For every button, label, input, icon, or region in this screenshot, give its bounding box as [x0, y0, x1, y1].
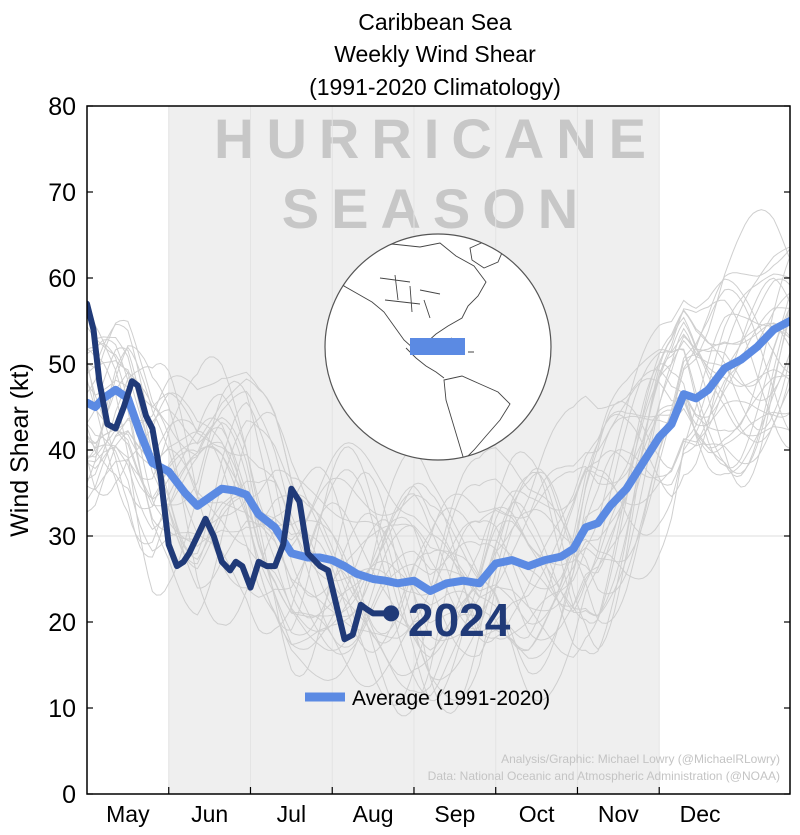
series-layer [87, 300, 790, 643]
historical-year-line [87, 313, 790, 701]
y-tick-label: 20 [48, 609, 76, 637]
hurricane-season-label-line-2: SEASON [282, 177, 591, 240]
x-tick-label: Nov [598, 801, 639, 827]
x-tick-label: May [106, 801, 150, 827]
historical-year-line [87, 293, 790, 630]
historical-year-line [87, 310, 790, 715]
y-tick-label: 10 [48, 695, 76, 723]
historical-year-line [87, 316, 790, 681]
x-tick-label: Jun [191, 801, 228, 827]
historical-year-line [87, 319, 790, 688]
hurricane-season-label-line-1: HURRICANE [214, 107, 658, 170]
credit-data-source: Data: National Oceanic and Atmospheric A… [428, 769, 780, 783]
y-tick-label: 80 [48, 93, 76, 121]
historical-year-line [87, 335, 790, 655]
x-tick-label: Oct [519, 801, 555, 827]
credit-analysis: Analysis/Graphic: Michael Lowry (@Michae… [501, 752, 780, 766]
chart-title-line-2: Weekly Wind Shear [334, 41, 536, 67]
historical-year-line [87, 309, 790, 659]
south-america-outline [443, 375, 511, 460]
x-tick-label: Sep [434, 801, 475, 827]
historical-year-line [87, 278, 790, 640]
y-axis-label: Wind Shear (kt) [6, 363, 34, 537]
legend: Average (1991-2020) [305, 687, 550, 710]
legend-average-label: Average (1991-2020) [352, 687, 550, 710]
historical-year-line [87, 321, 790, 702]
y-tick-label: 40 [48, 437, 76, 465]
historical-year-line [87, 369, 790, 694]
series-2024-label: 2024 [408, 594, 511, 646]
gridlines [87, 106, 790, 794]
x-tick-label: Aug [353, 801, 394, 827]
north-america-outline [337, 242, 487, 350]
chart-title-line-3: (1991-2020 Climatology) [309, 74, 561, 100]
historical-year-line [87, 278, 790, 657]
y-tick-label: 60 [48, 265, 76, 293]
y-tick-label: 70 [48, 179, 76, 207]
y-tick-label: 0 [62, 781, 76, 809]
us-states-outline [379, 274, 441, 319]
y-tick-label: 30 [48, 523, 76, 551]
chart-title-line-1: Caribbean Sea [358, 9, 512, 35]
x-tick-label: Dec [680, 801, 721, 827]
series-2024-line [87, 300, 395, 643]
globe-inset-map [324, 233, 552, 461]
y-tick-label: 50 [48, 351, 76, 379]
x-tick-label: Jul [277, 801, 306, 827]
historical-year-line [87, 352, 790, 717]
series-average-line [87, 317, 790, 595]
historical-year-line [87, 305, 790, 675]
y-axis-ticks: 0 10 20 30 40 50 60 70 80 [48, 93, 790, 809]
caribbean-sea-highlight [410, 338, 465, 355]
series-2024-endpoint [383, 605, 400, 622]
x-axis-month-ticks: May Jun Jul Aug Sep Oct Nov Dec [106, 787, 721, 827]
